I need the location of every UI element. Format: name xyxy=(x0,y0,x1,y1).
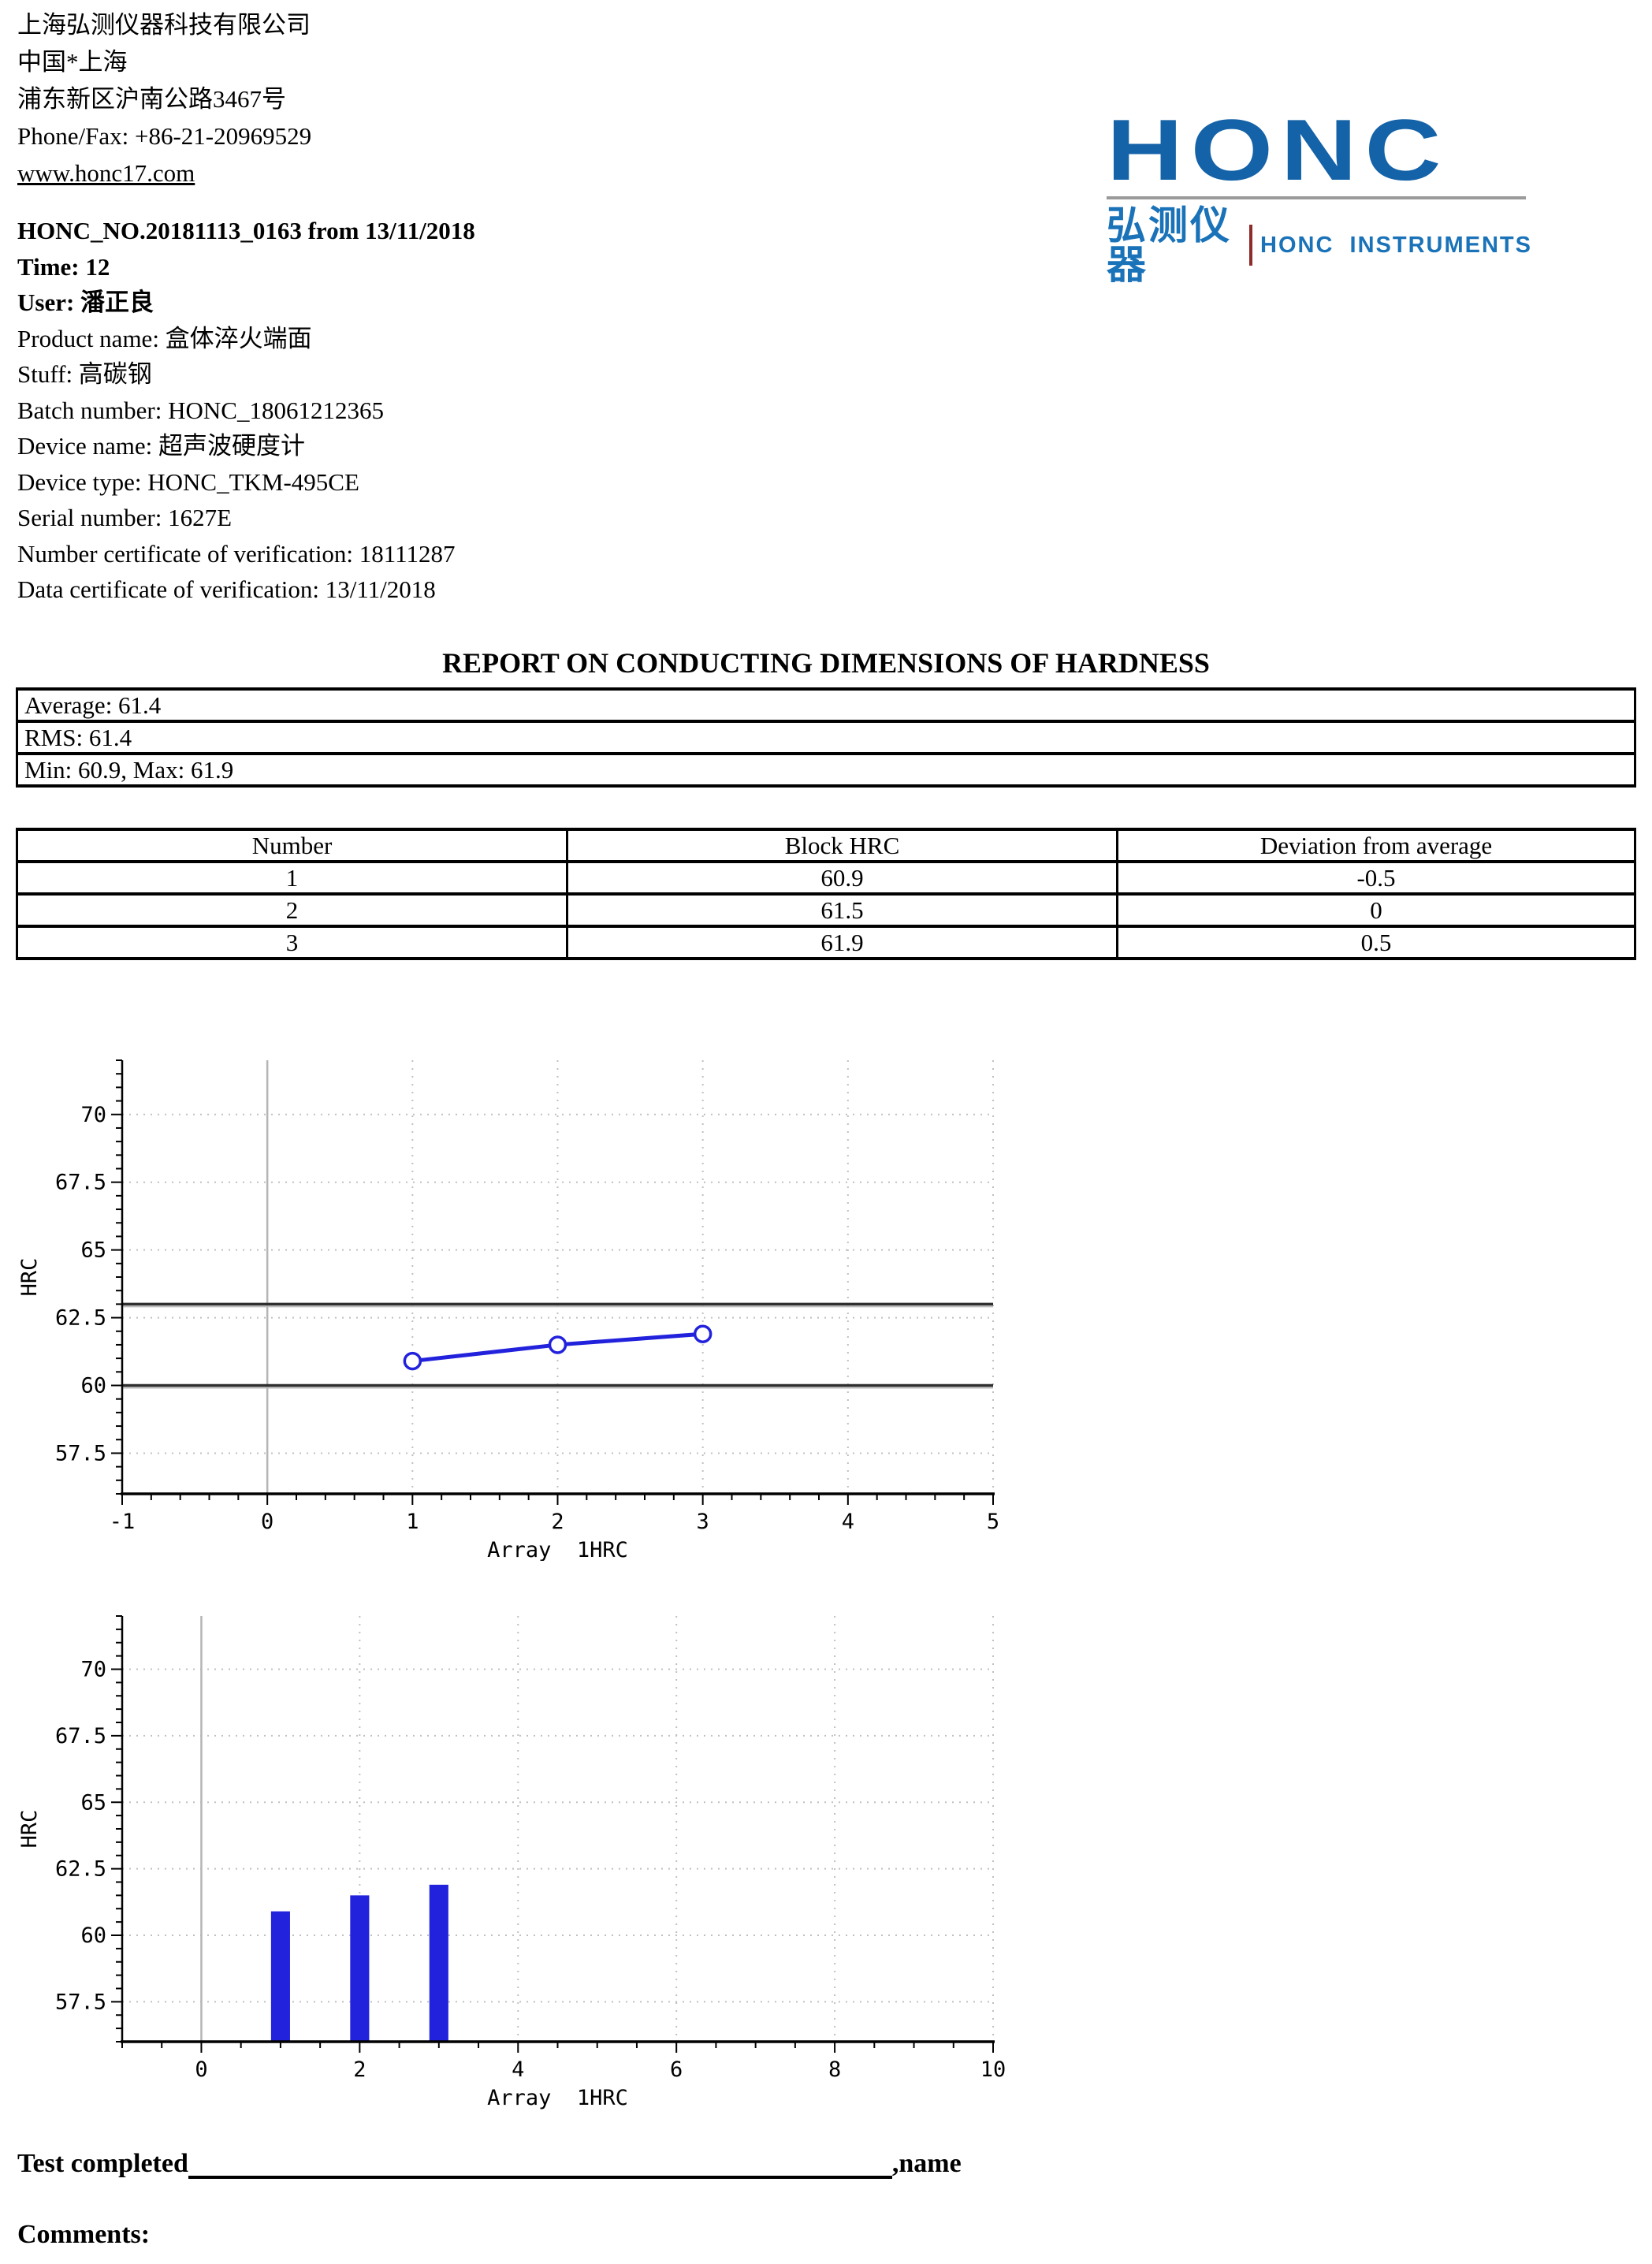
summary-table: Average: 61.4 RMS: 61.4 Min: 60.9, Max: … xyxy=(16,687,1636,788)
device-name-line: Device name: 超声波硬度计 xyxy=(17,432,306,460)
summary-row-rms: RMS: 61.4 xyxy=(16,720,1636,755)
x-tick-label: 1 xyxy=(406,1510,419,1534)
y-tick-label: 70 xyxy=(80,1103,106,1127)
device-type-line: Device type: HONC_TKM-495CE xyxy=(17,467,359,496)
y-tick-label: 60 xyxy=(80,1374,106,1398)
data-point-marker xyxy=(548,1335,567,1354)
data-point-marker xyxy=(693,1324,713,1343)
bar xyxy=(270,1911,290,2042)
summary-rms: RMS: 61.4 xyxy=(16,720,1636,755)
y-tick-label: 67.5 xyxy=(55,1724,106,1748)
logo-wordmark: HONC xyxy=(1107,102,1449,199)
summary-min-max: Min: 60.9, Max: 61.9 xyxy=(16,752,1636,788)
report-meta: HONC_NO.20181113_0163 from 13/11/2018 Ti… xyxy=(17,213,475,608)
cell-deviation: 0.5 xyxy=(1116,925,1636,960)
report-title: REPORT ON CONDUCTING DIMENSIONS OF HARDN… xyxy=(442,647,1210,679)
logo-brand-cn: 弘测仪器 xyxy=(1107,203,1232,288)
cell-number: 3 xyxy=(15,925,569,960)
col-header-number: Number xyxy=(15,828,569,863)
x-tick-label: 5 xyxy=(987,1510,999,1534)
comments-label: Comments: xyxy=(17,2220,151,2249)
bar-chart: 57.5 60 62.5 65 67.5 70 0 2 4 6 8 10 Array 1HRC HRC xyxy=(16,1608,1017,2128)
x-tick-label: 8 xyxy=(828,2057,841,2082)
x-axis-label: Array 1HRC xyxy=(487,1538,628,1561)
y-axis-label: HRC xyxy=(17,1810,42,1849)
company-phone-fax: Phone/Fax: +86-21-20969529 xyxy=(17,122,312,150)
test-completed-label: Test completed xyxy=(17,2149,188,2178)
product-name-line: Product name: 盒体淬火端面 xyxy=(17,324,312,352)
table-row: 2 61.5 0 xyxy=(15,892,1636,928)
bar-chart-svg: 57.5 60 62.5 65 67.5 70 0 2 4 6 8 10 Array 1HRC HRC xyxy=(17,1615,1006,2110)
x-tick-label: 3 xyxy=(697,1510,709,1534)
serial-number-line: Serial number: 1627E xyxy=(17,504,233,531)
line-chart: 57.5 60 62.5 65 67.5 70 -1 0 1 2 3 4 5 Array 1HRC HRC xyxy=(16,1052,1017,1565)
table-row: 1 60.9 -0.5 xyxy=(15,860,1636,896)
y-tick-label: 60 xyxy=(80,1923,106,1948)
stuff-line: Stuff: 高碳钢 xyxy=(17,360,152,388)
x-tick-label: 0 xyxy=(261,1510,273,1534)
batch-number-line: Batch number: HONC_18061212365 xyxy=(17,396,384,424)
company-info: 上海弘测仪器科技有限公司 中国*上海 浦东新区沪南公路3467号 Phone/F… xyxy=(17,6,311,192)
report-number-line: HONC_NO.20181113_0163 from 13/11/2018 xyxy=(17,217,475,244)
summary-row-minmax: Min: 60.9, Max: 61.9 xyxy=(16,752,1636,788)
col-header-deviation: Deviation from average xyxy=(1116,828,1636,863)
y-tick-label: 70 xyxy=(80,1658,106,1682)
y-tick-label: 67.5 xyxy=(55,1171,106,1195)
y-tick-label: 62.5 xyxy=(55,1306,106,1331)
summary-row-average: Average: 61.4 xyxy=(16,687,1636,723)
cell-block-hrc: 61.5 xyxy=(566,892,1119,928)
name-suffix-label: ,name xyxy=(891,2149,962,2178)
x-axis-label: Array 1HRC xyxy=(487,2086,628,2110)
y-tick-label: 57.5 xyxy=(55,1441,106,1465)
company-location: 中国*上海 xyxy=(17,48,128,76)
y-tick-label: 65 xyxy=(80,1238,106,1263)
cert-number-line: Number certificate of verification: 1811… xyxy=(17,539,456,568)
honc-logo: HONC 弘测仪器 HONC INSTRUMENTS xyxy=(1107,106,1532,285)
col-header-block-hrc: Block HRC xyxy=(566,828,1119,863)
x-tick-label: 2 xyxy=(353,2057,366,2082)
cell-number: 1 xyxy=(15,860,569,896)
x-tick-label: 10 xyxy=(980,2057,1006,2082)
cell-deviation: -0.5 xyxy=(1116,860,1636,896)
logo-divider xyxy=(1107,196,1526,200)
logo-brand-subtitle: HONC INSTRUMENTS xyxy=(1260,232,1532,258)
company-name: 上海弘测仪器科技有限公司 xyxy=(17,11,311,39)
company-website-link[interactable]: www.honc17.com xyxy=(17,159,195,187)
cell-block-hrc: 61.9 xyxy=(566,925,1119,960)
summary-average: Average: 61.4 xyxy=(16,687,1636,723)
cell-number: 2 xyxy=(15,892,569,928)
company-address: 浦东新区沪南公路3467号 xyxy=(17,85,286,113)
bar xyxy=(350,1895,370,2042)
data-point-marker xyxy=(403,1351,422,1371)
user-line: User: 潘正良 xyxy=(17,289,154,316)
time-line: Time: 12 xyxy=(17,252,110,281)
x-tick-label: 4 xyxy=(842,1510,854,1534)
logo-subtitle-row: 弘测仪器 HONC INSTRUMENTS xyxy=(1107,206,1532,285)
table-row: 3 61.9 0.5 xyxy=(15,925,1636,960)
y-tick-label: 65 xyxy=(80,1790,106,1815)
y-tick-label: 62.5 xyxy=(55,1857,106,1882)
x-tick-label: 2 xyxy=(551,1510,564,1534)
x-tick-label: -1 xyxy=(110,1510,136,1534)
x-tick-label: 6 xyxy=(670,2057,683,2082)
x-tick-label: 4 xyxy=(512,2057,524,2082)
cell-block-hrc: 60.9 xyxy=(566,860,1119,896)
cell-deviation: 0 xyxy=(1116,892,1636,928)
line-chart-svg: 57.5 60 62.5 65 67.5 70 -1 0 1 2 3 4 5 Array 1HRC HRC xyxy=(17,1059,999,1562)
cert-date-line: Data certificate of verification: 13/11/… xyxy=(17,575,436,603)
signature-blank-line xyxy=(188,2149,892,2179)
logo-separator-bar xyxy=(1248,225,1253,266)
results-header-row: Number Block HRC Deviation from average xyxy=(15,828,1636,863)
bar xyxy=(429,1884,448,2042)
y-tick-label: 57.5 xyxy=(55,1990,106,2014)
results-table: Number Block HRC Deviation from average … xyxy=(15,828,1636,960)
x-tick-label: 0 xyxy=(195,2057,207,2082)
y-axis-label: HRC xyxy=(17,1258,42,1297)
signature-row: Test completed ,name xyxy=(17,2149,962,2179)
